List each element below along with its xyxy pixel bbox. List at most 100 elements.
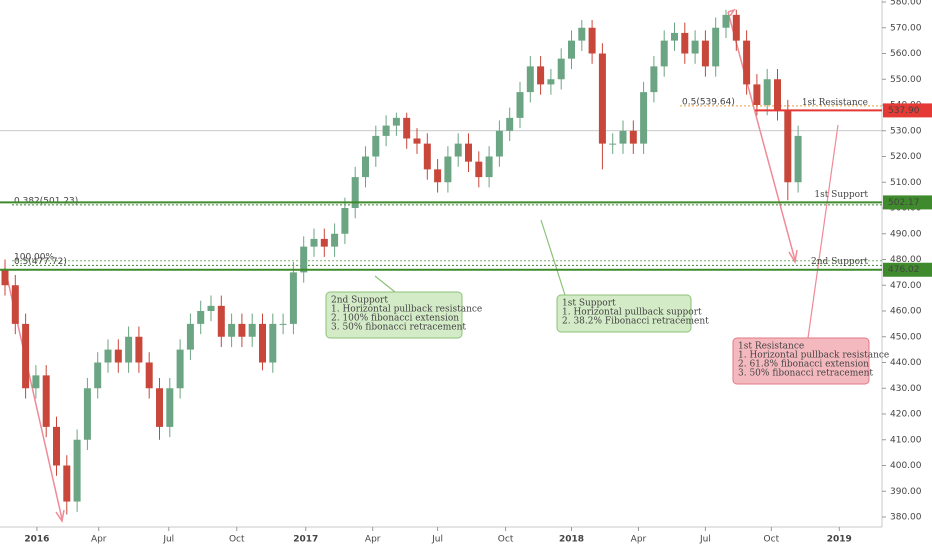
callout-text: 2. 61.8% fibonacci extension <box>738 360 869 370</box>
candle-body <box>320 238 328 247</box>
candle-body <box>547 79 555 85</box>
y-tick-label: 460.00 <box>890 307 922 317</box>
candle-body <box>619 130 627 144</box>
candle-body <box>362 156 369 178</box>
level-name: 2nd Support <box>811 257 868 267</box>
y-tick-label: 390.00 <box>890 487 922 497</box>
candle-body <box>228 323 236 337</box>
arrow-head <box>727 8 736 17</box>
level-name: 1st Resistance <box>802 98 868 108</box>
price-marker-label: 502.17 <box>888 198 920 208</box>
candle-body <box>259 323 266 363</box>
candle-body <box>382 125 390 136</box>
candle-body <box>701 40 709 67</box>
candle-body <box>681 32 689 54</box>
x-tick-label: Oct <box>764 535 780 545</box>
candle-body <box>722 14 730 28</box>
callout-text: 1. Horizontal pullback resistance <box>331 305 482 315</box>
candle-body <box>217 305 225 337</box>
callout-text: 1st Resistance <box>738 342 804 352</box>
candle-body <box>94 362 102 389</box>
x-tick-label: 2019 <box>827 535 852 545</box>
x-tick-label: 2018 <box>559 535 584 545</box>
candle-body <box>537 66 545 85</box>
callout-text: 1st Support <box>562 299 616 309</box>
arrow-head <box>788 249 798 265</box>
x-tick-label: Oct <box>229 535 245 545</box>
callout-pointer <box>807 124 839 339</box>
fib-label: 0.5(539.64) <box>682 97 735 107</box>
candle-body <box>495 130 503 157</box>
candle-body <box>176 349 184 389</box>
y-tick-label: 430.00 <box>890 384 922 394</box>
x-tick-label: Oct <box>498 535 514 545</box>
x-tick-label: 2017 <box>293 535 318 545</box>
candle-body <box>423 143 431 170</box>
x-tick-label: Apr <box>91 535 107 545</box>
callout-text: 2. 38.2% Fibonacci retracement <box>562 317 709 327</box>
candle-body <box>289 272 297 324</box>
candle-body <box>156 388 163 427</box>
candle-body <box>42 375 50 427</box>
candle-body <box>794 135 802 183</box>
y-tick-label: 520.00 <box>890 152 922 162</box>
candle-body <box>609 143 617 145</box>
candle-body <box>712 27 720 67</box>
candle-body <box>166 388 174 427</box>
candle-body <box>743 40 751 85</box>
y-tick-label: 440.00 <box>890 358 922 368</box>
candle-body <box>650 66 658 93</box>
y-tick-label: 420.00 <box>890 410 922 420</box>
callout-text: 3. 50% fibonacci retracement <box>738 369 873 379</box>
candle-body <box>629 130 637 144</box>
callout-text: 1. Horizontal pullback resistance <box>738 351 889 361</box>
y-tick-label: 550.00 <box>890 75 922 85</box>
candle-body <box>310 238 318 247</box>
candle-body <box>506 117 514 131</box>
candle-body <box>207 305 215 311</box>
candle-body <box>341 208 349 234</box>
candle-body <box>774 79 781 111</box>
candle-body <box>372 135 380 157</box>
callout-text: 2. 100% fibonacci extension <box>331 314 459 324</box>
callout-pointer <box>540 219 566 296</box>
candle-body <box>22 323 30 389</box>
candle-body <box>1 269 9 286</box>
callout-box <box>732 337 870 385</box>
candle-body <box>557 58 565 80</box>
y-tick-label: 480.00 <box>890 255 922 265</box>
candle-body <box>516 92 524 118</box>
fib-label: 100.00% <box>14 252 54 262</box>
candle-body <box>671 32 678 41</box>
callout-pointer <box>374 275 396 293</box>
candle-body <box>763 79 771 105</box>
y-tick-label: 450.00 <box>890 332 922 342</box>
candle-body <box>691 40 699 54</box>
price-marker <box>883 103 932 118</box>
candle-body <box>300 246 308 273</box>
candle-body <box>598 53 606 144</box>
candle-body <box>125 336 133 363</box>
y-tick-label: 560.00 <box>890 49 922 59</box>
y-tick-label: 580.00 <box>890 0 922 8</box>
y-tick-label: 400.00 <box>890 461 922 471</box>
candle-body <box>640 92 648 144</box>
x-tick-label: Jul <box>431 535 443 545</box>
price-marker <box>883 262 932 277</box>
candle-body <box>526 66 534 93</box>
y-tick-label: 570.00 <box>890 23 922 33</box>
candle-body <box>454 143 462 157</box>
x-tick-label: Jul <box>699 535 711 545</box>
arrow-head <box>55 509 65 523</box>
callout-box <box>556 294 692 333</box>
candle-body <box>465 143 472 162</box>
candle-body <box>392 117 400 126</box>
candle-body <box>475 161 483 178</box>
candle-body <box>753 84 761 105</box>
candle-body <box>269 323 277 363</box>
candle-body <box>83 388 91 440</box>
candle-body <box>660 40 668 67</box>
y-tick-label: 380.00 <box>890 513 922 523</box>
candle-body <box>444 156 452 183</box>
